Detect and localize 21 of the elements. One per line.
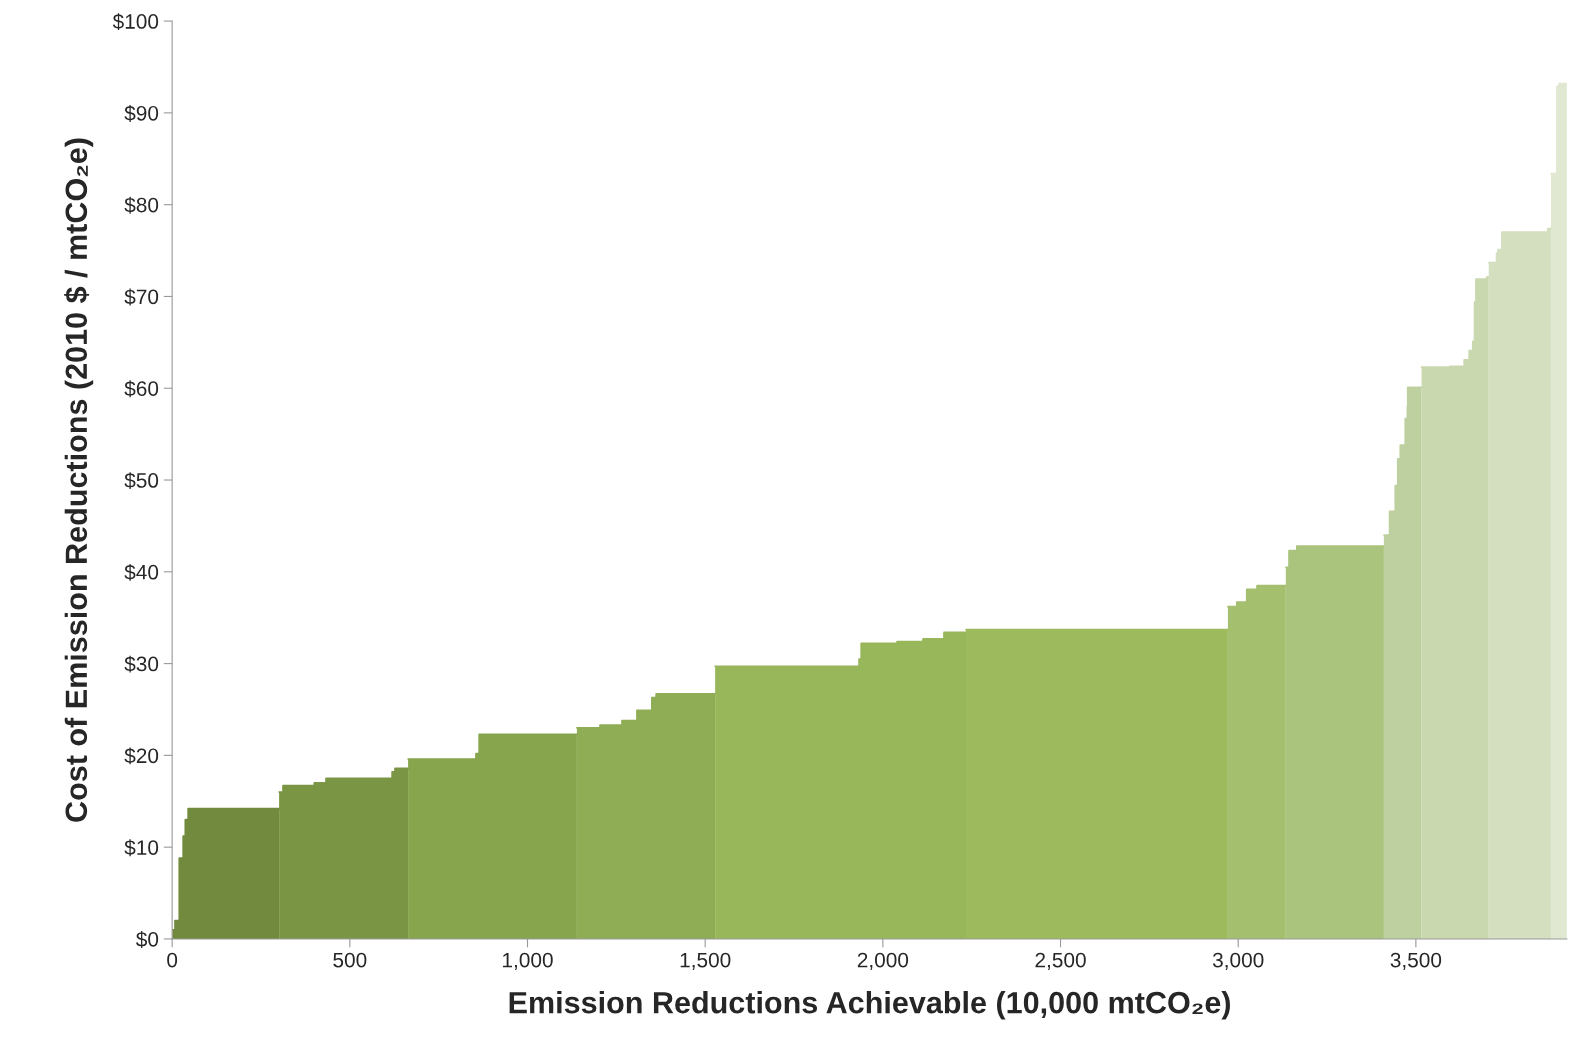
y-tick-label: $100 <box>112 13 159 31</box>
y-tick-label: $10 <box>124 839 159 857</box>
x-tick-label: 500 <box>333 952 367 968</box>
x-tick-label: 1,000 <box>503 952 553 970</box>
y-tick-label: $30 <box>124 655 159 673</box>
y-tick-label: $70 <box>124 288 159 306</box>
x-tick-label: 3,000 <box>1212 952 1264 970</box>
y-axis-title: Cost of Emission Reductions (2010 $ / mtCO₂e) <box>64 138 94 822</box>
y-tick-label: $50 <box>124 472 159 490</box>
x-tick-label: 3,500 <box>1390 952 1442 970</box>
x-tick-label: 2,500 <box>1035 952 1086 970</box>
x-tick-label: 2,000 <box>857 952 909 970</box>
y-tick-label: $40 <box>124 563 159 581</box>
y-tick-label: $90 <box>124 105 159 122</box>
x-tick-label: 0 <box>167 952 178 968</box>
x-tick-label: 1,500 <box>680 952 731 970</box>
y-tick-label: $0 <box>136 931 159 948</box>
y-tick-label: $20 <box>124 747 159 765</box>
x-axis-title: Emission Reductions Achievable (10,000 mtCO₂e) <box>509 991 1230 1020</box>
y-tick-label: $60 <box>124 380 159 398</box>
y-tick-label: $80 <box>124 196 159 214</box>
